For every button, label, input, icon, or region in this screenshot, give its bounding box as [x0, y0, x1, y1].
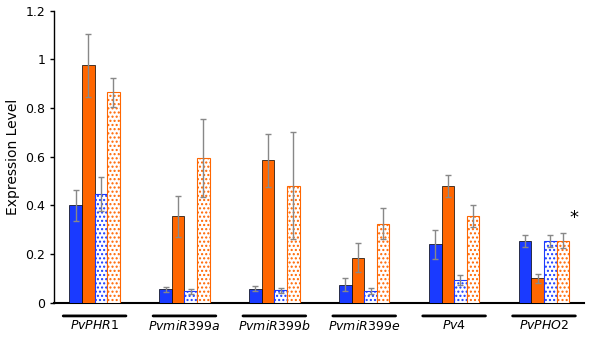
Bar	[532, 278, 544, 303]
Bar	[519, 241, 532, 303]
Bar	[159, 290, 172, 303]
Bar	[82, 65, 94, 303]
Bar	[274, 290, 287, 303]
Bar	[441, 186, 454, 303]
Bar	[197, 158, 209, 303]
Bar	[107, 92, 120, 303]
Bar	[70, 205, 82, 303]
Bar	[352, 258, 364, 303]
Bar	[467, 216, 479, 303]
Bar	[364, 291, 377, 303]
Bar	[262, 160, 274, 303]
Bar	[544, 241, 556, 303]
Bar	[556, 241, 569, 303]
Bar	[94, 194, 107, 303]
Bar	[429, 244, 441, 303]
Bar	[454, 280, 467, 303]
Bar	[172, 216, 185, 303]
Text: *: *	[569, 209, 578, 227]
Bar	[339, 284, 352, 303]
Bar	[249, 288, 262, 303]
Y-axis label: Expression Level: Expression Level	[5, 99, 19, 215]
Bar	[185, 291, 197, 303]
Bar	[287, 186, 300, 303]
Bar	[377, 224, 389, 303]
